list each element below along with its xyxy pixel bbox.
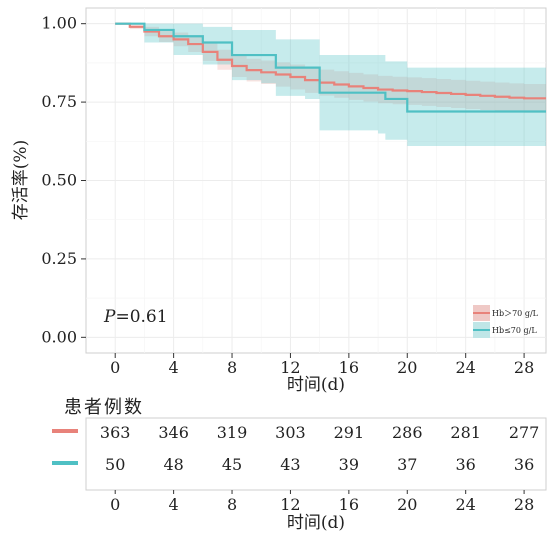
- risk-count: 36: [456, 455, 476, 474]
- ci-band-2: [115, 23, 546, 147]
- legend-label-1: Hb＞70 g/L: [492, 309, 539, 318]
- risk-count: 50: [105, 455, 125, 474]
- risk-x-tick-label: 12: [280, 495, 300, 514]
- risk-x-tick-label: 8: [227, 495, 237, 514]
- x-tick-label: 4: [169, 358, 179, 377]
- survival-line-1: [115, 22, 546, 100]
- legend-label-2: Hb≤70 g/L: [492, 326, 537, 335]
- survival-curves: [115, 22, 546, 113]
- ci-band-1: [115, 23, 546, 113]
- y-axis-title: 存活率(%): [11, 140, 31, 220]
- x-tick-label: 20: [397, 358, 417, 377]
- risk-count: 346: [158, 423, 189, 442]
- x-tick-label: 24: [456, 358, 476, 377]
- risk-count: 43: [280, 455, 300, 474]
- risk-x-tick-label: 0: [110, 495, 120, 514]
- risk-count: 39: [339, 455, 359, 474]
- risk-count: 291: [334, 423, 365, 442]
- y-tick-label: 0.75: [41, 92, 77, 111]
- x-tick-label: 8: [227, 358, 237, 377]
- y-tick-label: 0.00: [41, 327, 77, 346]
- risk-table-axis: 0 4 8 12 16 20 24 28: [110, 490, 534, 514]
- p-value-text: =0.61: [115, 307, 167, 327]
- risk-x-tick-label: 4: [169, 495, 179, 514]
- p-value-prefix: P: [103, 307, 116, 327]
- risk-count: 319: [217, 423, 248, 442]
- risk-count: 45: [222, 455, 242, 474]
- risk-table-panel: [85, 417, 547, 491]
- risk-count: 286: [392, 423, 423, 442]
- risk-x-tick-label: 16: [339, 495, 359, 514]
- y-tick-label: 0.25: [41, 249, 77, 268]
- risk-count: 36: [514, 455, 534, 474]
- risk-count: 37: [397, 455, 417, 474]
- grid: [86, 8, 546, 353]
- p-value-annotation: P=0.61: [103, 307, 168, 327]
- risk-count: 48: [163, 455, 183, 474]
- y-tick-label: 0.50: [41, 171, 77, 190]
- risk-x-tick-label: 28: [514, 495, 534, 514]
- survival-line-2: [115, 22, 546, 113]
- confidence-bands: [115, 23, 546, 147]
- risk-x-axis-title: 时间(d): [287, 513, 345, 533]
- legend: Hb＞70 g/L Hb≤70 g/L: [473, 305, 539, 338]
- risk-table-title: 患者例数: [64, 397, 144, 418]
- x-tick-label: 12: [280, 358, 300, 377]
- y-tick-label: 1.00: [41, 14, 77, 33]
- x-tick-label: 28: [514, 358, 534, 377]
- risk-count: 303: [275, 423, 306, 442]
- axes: 0.00 0.25 0.50 0.75 1.00 0 4 8 12 16 20 24 28: [41, 14, 534, 377]
- risk-x-tick-label: 24: [456, 495, 476, 514]
- risk-count: 277: [509, 423, 540, 442]
- risk-x-tick-label: 20: [397, 495, 417, 514]
- x-tick-label: 0: [110, 358, 120, 377]
- risk-count: 363: [100, 423, 131, 442]
- x-tick-label: 16: [339, 358, 359, 377]
- risk-count: 281: [450, 423, 481, 442]
- x-axis-title: 时间(d): [287, 375, 345, 395]
- risk-table: 363 346 319 303 291 286 281 277 50 48 45 43 39 37 36 36: [52, 423, 539, 474]
